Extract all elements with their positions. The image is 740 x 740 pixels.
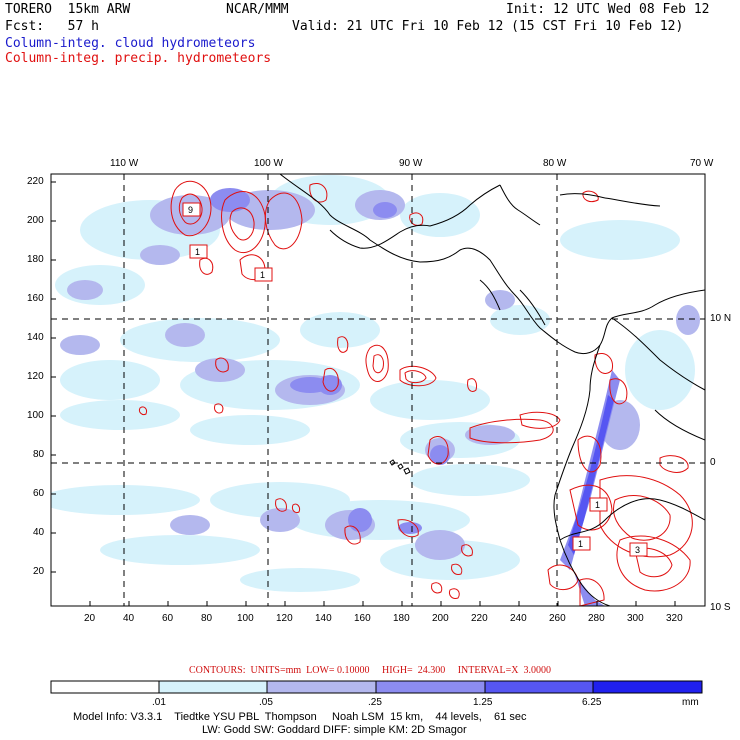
y-tick-label: 140	[27, 332, 44, 343]
x-tick-label: 260	[549, 613, 566, 624]
contour-label-box: 1	[589, 497, 608, 512]
lon-label: 80 W	[543, 158, 567, 169]
org-name: NCAR/MMM	[226, 2, 289, 17]
legend-swatch	[266, 680, 377, 694]
init-time: Init: 12 UTC Wed 08 Feb 12	[506, 2, 710, 17]
svg-text:3: 3	[635, 545, 640, 555]
x-tick-label: 200	[432, 613, 449, 624]
plot-frame	[50, 173, 706, 607]
lon-label: 100 W	[254, 158, 283, 169]
legend-label: .05	[259, 697, 273, 708]
legend-label: .01	[152, 697, 166, 708]
y-tick-label: 40	[33, 527, 45, 538]
x-tick-label: 300	[627, 613, 644, 624]
x-tick-label: 60	[162, 613, 174, 624]
y-tick-label: 160	[27, 293, 44, 304]
contour-labels: 9 1 1 1 1 3	[182, 202, 648, 557]
contour-label-box: 9	[182, 202, 201, 217]
legend-swatch	[375, 680, 486, 694]
x-tick-label: 220	[471, 613, 488, 624]
lon-label: 90 W	[399, 158, 423, 169]
precip-field-label: Column-integ. precip. hydrometeors	[5, 51, 272, 66]
contour-label-box: 1	[189, 244, 208, 259]
x-tick-label: 160	[354, 613, 371, 624]
lat-lon-grid	[51, 174, 705, 606]
cloud-field-label: Column-integ. cloud hydrometeors	[5, 36, 256, 51]
lat-label: 10 S	[710, 602, 731, 613]
legend-unit: mm	[682, 697, 699, 708]
svg-text:9: 9	[188, 205, 193, 215]
lat-label: 10 N	[710, 313, 732, 324]
hydrometeor-field	[51, 174, 705, 606]
y-tick-label: 80	[33, 449, 45, 460]
x-tick-label: 240	[510, 613, 527, 624]
y-tick-label: 120	[27, 371, 44, 382]
contour-label-box: 1	[254, 267, 273, 282]
valid-time: Valid: 21 UTC Fri 10 Feb 12 (15 CST Fri …	[292, 19, 684, 34]
color-legend	[50, 680, 703, 694]
y-tick-label: 220	[27, 176, 44, 187]
model-name: TORERO 15km ARW	[5, 2, 131, 17]
forecast-hour: Fcst: 57 h	[5, 19, 99, 34]
x-tick-label: 80	[201, 613, 213, 624]
svg-text:1: 1	[260, 270, 265, 280]
x-tick-label: 40	[123, 613, 135, 624]
legend-swatch	[592, 680, 703, 694]
legend-swatch	[484, 680, 594, 694]
x-tick-label: 140	[315, 613, 332, 624]
legend-label: 1.25	[473, 697, 493, 708]
y-tick-label: 100	[27, 410, 44, 421]
svg-text:1: 1	[195, 247, 200, 257]
lat-label: 0	[710, 457, 716, 468]
model-info-line1: Model Info: V3.3.1 Tiedtke YSU PBL Thomp…	[73, 711, 527, 723]
model-info-line2: LW: Godd SW: Goddard DIFF: simple KM: 2D…	[202, 724, 467, 736]
contour-label-box: 3	[629, 542, 648, 557]
x-tick-label: 120	[276, 613, 293, 624]
y-tick-label: 60	[33, 488, 45, 499]
lon-label: 70 W	[690, 158, 714, 169]
svg-text:1: 1	[578, 539, 583, 549]
lon-label: 110 W	[110, 158, 139, 169]
x-tick-label: 180	[393, 613, 410, 624]
x-tick-label: 100	[237, 613, 254, 624]
y-tick-label: 180	[27, 254, 44, 265]
x-tick-label: 20	[84, 613, 96, 624]
contour-label-box: 1	[572, 536, 591, 551]
y-tick-label: 200	[27, 215, 44, 226]
x-tick-label: 280	[588, 613, 605, 624]
svg-text:1: 1	[595, 500, 600, 510]
legend-label: 6.25	[582, 697, 602, 708]
legend-swatch	[158, 680, 268, 694]
x-tick-label: 320	[666, 613, 683, 624]
contour-info: CONTOURS: UNITS=mm LOW= 0.10000 HIGH= 24…	[189, 665, 551, 676]
legend-swatch	[50, 680, 160, 694]
legend-label: .25	[368, 697, 382, 708]
y-tick-label: 20	[33, 566, 45, 577]
